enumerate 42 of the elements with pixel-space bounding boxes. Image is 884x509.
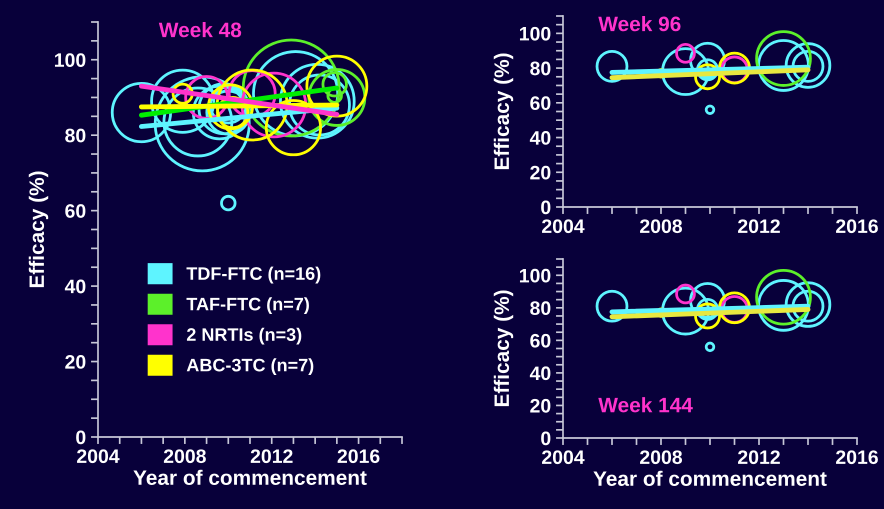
x-tick-label: 2008 [164, 449, 206, 464]
y-tick-label: 20 [65, 355, 86, 369]
x-axis-title: Year of commencement [593, 470, 827, 486]
x-axis-title: Year of commencement [133, 470, 367, 486]
x-tick-label: 2012 [738, 219, 780, 234]
y-tick-label: 60 [530, 334, 550, 348]
x-tick-label: 2008 [640, 219, 682, 234]
y-tick-label: 100 [520, 26, 550, 41]
y-tick-label: 0 [76, 430, 86, 444]
y-tick-label: 40 [530, 366, 550, 380]
y-axis-title: Efficacy (%) [28, 171, 48, 288]
x-tick-label: 2016 [338, 449, 380, 464]
x-tick-label: 2004 [77, 449, 120, 464]
legend-label: ABC-3TC (n=7) [186, 358, 314, 376]
y-tick-label: 80 [65, 128, 86, 142]
chart-title: Week 48 [158, 22, 242, 38]
y-tick-label: 100 [520, 268, 550, 283]
x-tick-label: 2008 [640, 450, 682, 464]
y-axis-title: Efficacy (%) [494, 290, 514, 406]
y-tick-label: 40 [530, 131, 550, 145]
y-tick-label: 80 [530, 301, 550, 316]
y-tick-label: 0 [541, 431, 550, 446]
y-tick-label: 20 [530, 166, 550, 180]
x-tick-label: 2016 [836, 219, 878, 234]
y-tick-label: 60 [530, 96, 550, 110]
y-tick-label: 20 [530, 398, 550, 413]
y-tick-label: 100 [54, 53, 86, 67]
y-tick-label: 40 [64, 280, 86, 294]
legend-label: TDF-FTC (n=16) [186, 266, 320, 284]
y-tick-label: 0 [541, 200, 550, 214]
y-tick-label: 80 [530, 62, 550, 76]
text: Week 144 [598, 397, 693, 412]
legend-label: 2 NRTIs (n=3) [186, 328, 302, 345]
y-axis-title: Efficacy (%) [494, 53, 514, 170]
chart-title: Week 96 [598, 16, 681, 32]
y-tick-label: 60 [65, 204, 86, 218]
legend-label: TAF-FTC (n=7) [186, 297, 309, 314]
x-tick-label: 2004 [542, 450, 585, 464]
x-tick-label: 2016 [836, 450, 878, 464]
x-tick-label: 2012 [250, 449, 293, 464]
x-tick-label: 2004 [542, 219, 585, 234]
x-tick-label: 2012 [738, 450, 780, 464]
